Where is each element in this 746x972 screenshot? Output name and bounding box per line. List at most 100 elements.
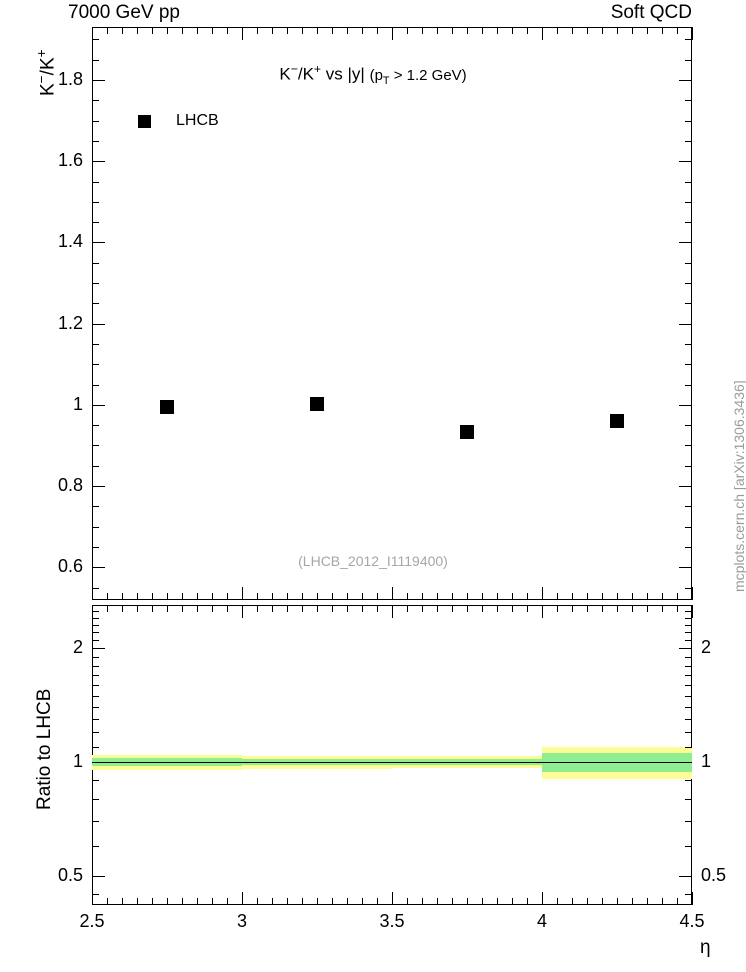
x-tick-ratio-bottom <box>332 898 333 905</box>
ratio-y-tick-minor <box>92 684 99 686</box>
x-tick-ratio-top <box>257 605 258 612</box>
y-tick-major <box>92 161 105 163</box>
x-tick-ratio-top <box>512 605 513 612</box>
ratio-y-tick-minor <box>92 695 99 697</box>
ratio-y-tick-label: 2 <box>72 637 83 658</box>
x-tick-main-bottom <box>257 593 258 600</box>
x-tick-main-top <box>647 27 648 34</box>
y-tick-minor <box>92 283 99 285</box>
ratio-y-tick-minor <box>685 798 692 800</box>
x-tick-ratio-bottom <box>272 898 273 905</box>
x-tick-ratio-top <box>182 605 183 612</box>
ratio-y-tick-minor <box>92 618 99 620</box>
x-tick-main-bottom <box>227 593 228 600</box>
x-tick-main-bottom <box>572 593 573 600</box>
x-tick-main-top <box>257 27 258 34</box>
x-tick-main-bottom <box>467 593 468 600</box>
x-tick-ratio-top <box>227 605 228 612</box>
x-tick-main-top <box>497 27 498 34</box>
x-tick-ratio-bottom <box>677 898 678 905</box>
x-tick-main-bottom <box>647 593 648 600</box>
x-tick-main-top <box>92 27 93 40</box>
x-tick-main-top <box>407 27 408 34</box>
main-title: K−/K+ vs |y| (pT > 1.2 GeV) <box>279 62 467 87</box>
ratio-y-tick-minor <box>685 893 692 895</box>
x-tick-ratio-top <box>677 605 678 612</box>
data-point-lhcb <box>460 425 474 440</box>
y-tick-label: 0.6 <box>57 556 83 577</box>
x-tick-ratio-bottom <box>392 892 393 905</box>
x-tick-main-top <box>287 27 288 34</box>
ratio-y-tick-minor <box>92 746 99 748</box>
x-tick-main-bottom <box>482 593 483 600</box>
x-tick-main-bottom <box>122 593 123 600</box>
x-tick-label: 4 <box>536 911 547 931</box>
y-tick-minor <box>92 140 99 142</box>
x-tick-main-bottom <box>167 593 168 600</box>
ratio-y-tick-minor <box>92 625 99 627</box>
y-tick-minor <box>92 465 99 467</box>
x-tick-ratio-top <box>92 605 93 618</box>
x-tick-ratio-bottom <box>182 898 183 905</box>
ratio-y-tick-minor <box>92 656 99 658</box>
x-tick-ratio-bottom <box>152 898 153 905</box>
x-tick-main-bottom <box>377 593 378 600</box>
x-tick-ratio-bottom <box>437 898 438 905</box>
x-tick-main-top <box>362 27 363 34</box>
x-tick-label: 3 <box>236 911 247 931</box>
x-tick-ratio-bottom <box>542 892 543 905</box>
x-tick-main-bottom <box>407 593 408 600</box>
x-tick-ratio-bottom <box>197 898 198 905</box>
x-tick-ratio-bottom <box>302 898 303 905</box>
x-tick-ratio-top <box>572 605 573 612</box>
y-tick-major <box>679 79 692 81</box>
ratio-y-tick-minor <box>685 611 692 613</box>
analysis-reference: (LHCB_2012_I1119400) <box>298 553 448 569</box>
y-tick-minor <box>685 526 692 528</box>
y-tick-minor <box>685 547 692 548</box>
ratio-y-tick-minor <box>92 665 99 667</box>
x-tick-ratio-bottom <box>662 898 663 905</box>
ratio-y-tick-minor <box>685 632 692 634</box>
ratio-y-tick-minor <box>92 674 99 676</box>
ratio-y-tick-minor <box>92 893 99 895</box>
x-tick-main-top <box>317 27 318 34</box>
y-tick-minor <box>92 343 99 345</box>
ratio-y-tick-minor <box>685 846 692 848</box>
y-tick-major <box>679 486 692 488</box>
x-tick-main-top <box>137 27 138 34</box>
data-point-lhcb <box>160 399 174 414</box>
x-tick-main-top <box>467 27 468 34</box>
y-tick-major <box>679 567 692 569</box>
x-tick-main-top <box>527 27 528 34</box>
y-tick-minor <box>685 465 692 467</box>
ratio-y-tick-minor <box>92 779 99 781</box>
x-tick-main-top <box>107 27 108 34</box>
x-tick-main-bottom <box>437 593 438 600</box>
x-tick-ratio-bottom <box>692 892 693 905</box>
ratio-y-tick-minor <box>685 706 692 708</box>
x-tick-main-bottom <box>107 593 108 600</box>
x-tick-main-bottom <box>302 593 303 600</box>
x-tick-main-bottom <box>242 587 243 600</box>
x-tick-main-top <box>482 27 483 34</box>
x-tick-main-top <box>212 27 213 34</box>
ratio-y-tick-minor <box>685 618 692 620</box>
ratio-y-tick-minor <box>92 632 99 634</box>
y-tick-minor <box>685 59 692 61</box>
x-tick-main-bottom <box>692 587 693 600</box>
x-tick-main-bottom <box>92 587 93 600</box>
x-tick-ratio-top <box>137 605 138 612</box>
x-tick-ratio-top <box>542 605 543 618</box>
y-tick-minor <box>685 262 692 264</box>
ratio-y-tick-minor <box>685 656 692 658</box>
x-tick-ratio-bottom <box>287 898 288 905</box>
x-tick-main-bottom <box>662 593 663 600</box>
x-tick-main-top <box>557 27 558 34</box>
ratio-y-tick-minor <box>685 732 692 734</box>
y-tick-minor <box>92 100 99 102</box>
y-tick-major <box>92 567 105 569</box>
ratio-y-tick-minor <box>92 846 99 848</box>
y-tick-minor <box>92 587 99 589</box>
y-tick-minor <box>685 39 692 41</box>
